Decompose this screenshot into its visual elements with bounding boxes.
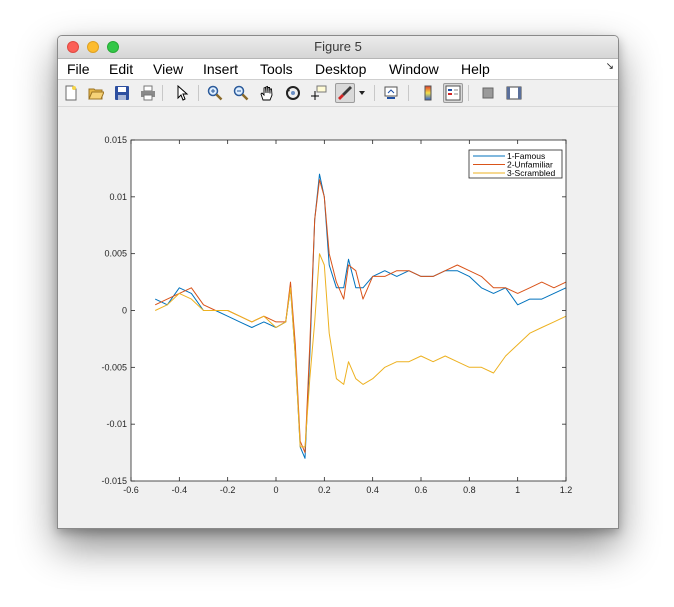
menu-file[interactable]: File — [67, 61, 90, 77]
y-tick-label: 0.015 — [104, 135, 127, 145]
print-icon[interactable] — [138, 83, 158, 103]
hide-plot-tools-icon[interactable] — [478, 83, 498, 103]
x-tick-label: 1.2 — [560, 485, 573, 495]
legend-label: 2-Unfamiliar — [507, 160, 553, 170]
y-tick-label: -0.01 — [106, 419, 127, 429]
rotate-3d-icon[interactable] — [283, 83, 303, 103]
figure-toolbar — [58, 80, 618, 107]
x-tick-label: -0.2 — [220, 485, 236, 495]
x-tick-label: 0.2 — [318, 485, 331, 495]
menu-bar: File Edit View Insert Tools Desktop Wind… — [58, 59, 618, 80]
menu-edit[interactable]: Edit — [109, 61, 134, 77]
x-tick-label: 0.8 — [463, 485, 476, 495]
minimize-window-button[interactable] — [87, 41, 99, 53]
data-cursor-icon[interactable] — [309, 83, 329, 103]
figure-window: Figure 5 File Edit View Insert Tools Des… — [57, 35, 619, 529]
x-tick-label: 0.6 — [415, 485, 428, 495]
zoom-in-icon[interactable] — [205, 83, 225, 103]
brush-dropdown-icon[interactable] — [357, 83, 367, 103]
menu-view[interactable]: View — [153, 61, 184, 77]
colorbar-icon[interactable] — [418, 83, 438, 103]
x-tick-label: 1 — [515, 485, 520, 495]
title-bar[interactable]: Figure 5 — [58, 36, 618, 59]
open-file-icon[interactable] — [86, 83, 106, 103]
x-tick-label: 0 — [273, 485, 278, 495]
series-line-3 — [154, 253, 567, 448]
legend-icon[interactable] — [443, 83, 463, 103]
link-plot-icon[interactable] — [382, 83, 402, 103]
menu-help[interactable]: Help — [461, 61, 490, 77]
legend-label: 1-Famous — [507, 151, 545, 161]
y-tick-label: 0.005 — [104, 249, 127, 259]
zoom-out-icon[interactable] — [231, 83, 251, 103]
plot-area: -0.6 -0.4 -0.2 0 0.2 0.4 0.6 0.8 1 1.2 -0.015 -0.01… — [58, 107, 618, 528]
new-figure-icon[interactable] — [61, 83, 81, 103]
axes-background — [131, 140, 566, 481]
pan-hand-icon[interactable] — [257, 83, 277, 103]
save-icon[interactable] — [112, 83, 132, 103]
window-title: Figure 5 — [314, 39, 362, 54]
menu-desktop[interactable]: Desktop — [315, 61, 367, 77]
x-tick-label: 0.4 — [366, 485, 379, 495]
menu-tools[interactable]: Tools — [260, 61, 293, 77]
y-tick-label: -0.015 — [101, 476, 127, 486]
show-plot-tools-icon[interactable] — [504, 83, 524, 103]
dock-figure-icon[interactable]: ↘ — [605, 61, 614, 72]
close-window-button[interactable] — [67, 41, 79, 53]
y-tick-label: -0.005 — [101, 362, 127, 372]
menu-insert[interactable]: Insert — [203, 61, 239, 77]
brush-icon[interactable] — [335, 83, 355, 103]
x-tick-label: -0.4 — [172, 485, 188, 495]
legend-label: 3-Scrambled — [507, 168, 555, 178]
menu-window[interactable]: Window — [389, 61, 439, 77]
series-line-1 — [154, 173, 567, 459]
y-tick-label: 0.01 — [109, 192, 127, 202]
chart-canvas[interactable]: -0.6 -0.4 -0.2 0 0.2 0.4 0.6 0.8 1 1.2 -0.015 -0.01… — [58, 107, 618, 528]
zoom-window-button[interactable] — [107, 41, 119, 53]
x-tick-label: -0.6 — [123, 485, 139, 495]
edit-plot-arrow-icon[interactable] — [172, 83, 192, 103]
y-tick-label: 0 — [122, 306, 127, 316]
